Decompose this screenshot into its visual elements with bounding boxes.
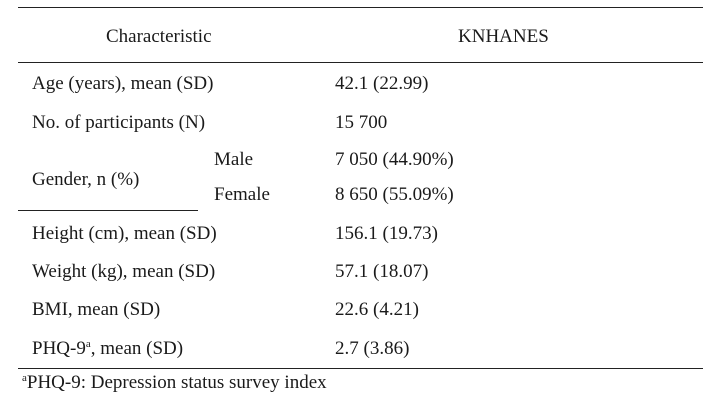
male-value: 7 050 (44.90%) [335,149,454,170]
female-value: 8 650 (55.09%) [335,184,454,205]
phq-label-main: PHQ-9 [32,338,86,359]
phq-value: 2.7 (3.86) [335,338,410,359]
gender-label: Gender, n (%) [32,169,140,190]
participants-value: 15 700 [335,112,388,133]
footnote: aPHQ-9: Depression status survey index [22,372,327,394]
age-value: 42.1 (22.99) [335,73,429,94]
age-label: Age (years), mean (SD) [32,73,214,94]
phq-label-rest: , mean (SD) [90,338,184,359]
footnote-text: PHQ-9: Depression status survey index [26,372,327,393]
weight-value: 57.1 (18.07) [335,261,429,282]
bmi-value: 22.6 (4.21) [335,299,419,320]
table-top-rule [18,7,703,8]
phq-label: PHQ-9a, mean (SD) [32,338,183,360]
female-label: Female [214,184,270,205]
weight-label: Weight (kg), mean (SD) [32,261,216,282]
header-knhanes: KNHANES [458,26,549,47]
table-bottom-rule [18,368,703,369]
male-label: Male [214,149,254,170]
header-bottom-rule [18,62,703,63]
height-value: 156.1 (19.73) [335,223,438,244]
phq-label-sup: a [85,338,91,350]
footnote-sup: a [22,372,27,384]
height-label: Height (cm), mean (SD) [32,223,217,244]
header-characteristic: Characteristic [106,26,212,47]
characteristics-table: Characteristic KNHANES Age (years), mean… [18,7,703,397]
bmi-label: BMI, mean (SD) [32,299,161,320]
participants-label: No. of participants (N) [32,112,206,133]
gender-group-rule [18,210,198,211]
